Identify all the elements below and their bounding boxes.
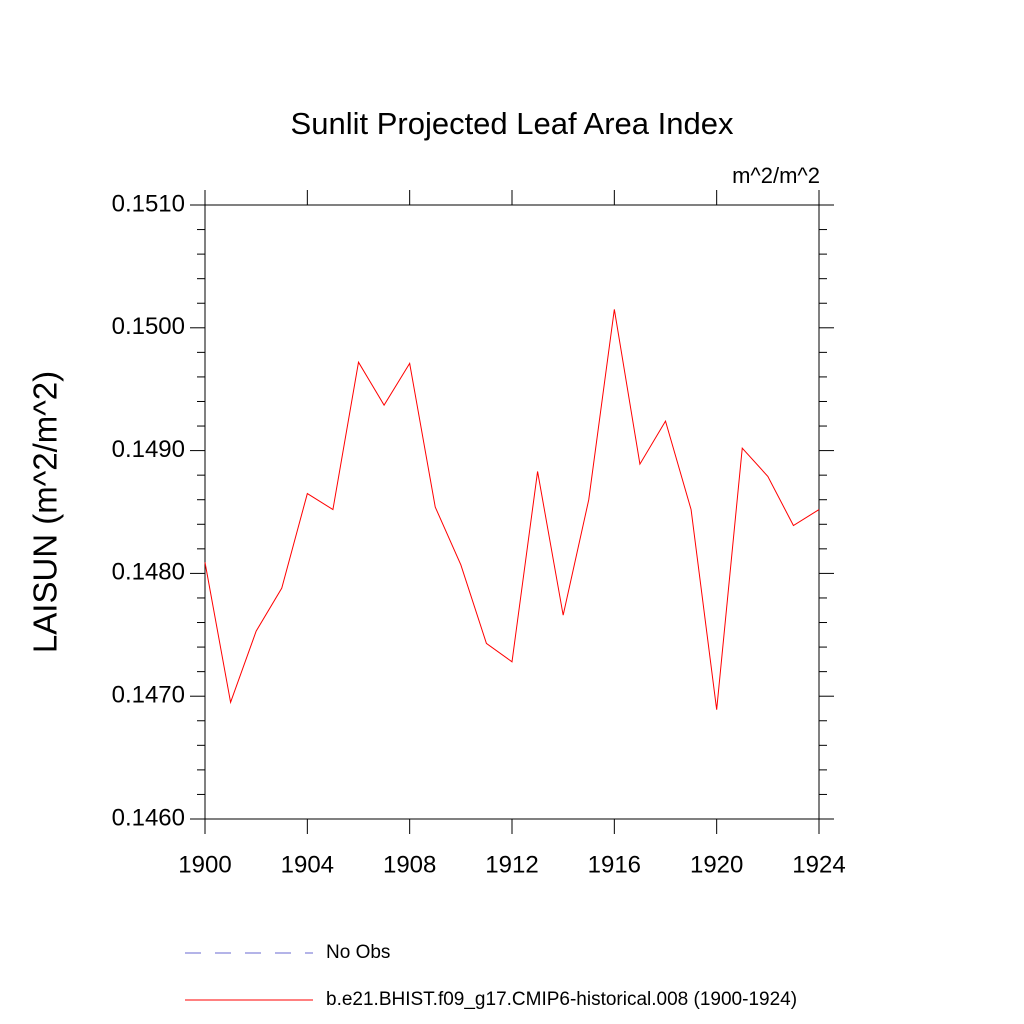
data-line: [204, 309, 820, 710]
y-tick-label: 0.1470: [112, 682, 185, 709]
y-tick-label: 0.1460: [112, 804, 185, 831]
y-tick-label: 0.1510: [112, 190, 185, 217]
legend-label: No Obs: [326, 942, 390, 963]
x-tick-label: 1924: [792, 851, 845, 878]
legend-label: b.e21.BHIST.f09_g17.CMIP6-historical.008…: [326, 989, 797, 1010]
units-label: m^2/m^2: [732, 163, 820, 188]
x-tick-label: 1920: [690, 851, 743, 878]
y-tick-label: 0.1490: [112, 436, 185, 463]
y-tick-label: 0.1500: [112, 313, 185, 340]
y-axis-label: LAISUN (m^2/m^2): [27, 371, 64, 653]
x-tick-label: 1916: [588, 851, 641, 878]
plot-frame: [204, 204, 820, 820]
chart-title: Sunlit Projected Leaf Area Index: [291, 106, 734, 141]
y-tick-label: 0.1480: [112, 559, 185, 586]
x-tick-label: 1900: [178, 851, 231, 878]
x-tick-label: 1904: [281, 851, 334, 878]
x-tick-label: 1912: [485, 851, 538, 878]
x-tick-label: 1908: [383, 851, 436, 878]
